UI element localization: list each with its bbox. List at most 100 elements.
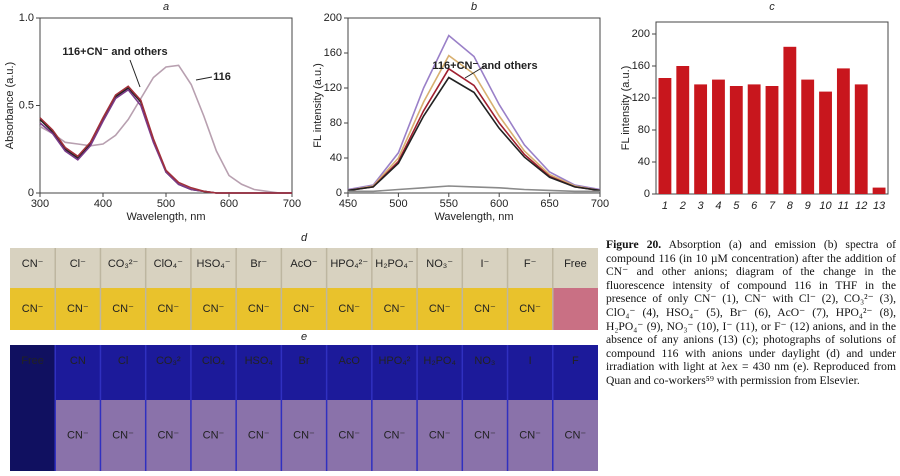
- x-axis-label: Wavelength, nm: [434, 211, 513, 223]
- vial-top-label: HPO₄²⁻: [330, 258, 368, 270]
- caption-lead: Figure 20.: [606, 238, 662, 251]
- x-tick-label: 8: [787, 200, 794, 212]
- plot-frame: [347, 17, 601, 194]
- vial-top-label: Free: [564, 258, 587, 270]
- y-tick-label: 80: [638, 124, 650, 136]
- bar: [872, 187, 886, 194]
- bar: [676, 66, 690, 194]
- bar: [747, 84, 761, 194]
- vial-top-label: ClO₄: [202, 355, 226, 367]
- vial-bottom-label: CN⁻: [474, 429, 496, 441]
- y-tick-label: 120: [324, 82, 342, 94]
- vial-top-label: CN⁻: [22, 258, 44, 270]
- y-tick-label: 40: [330, 152, 342, 164]
- y-axis-label: Absorbance (a.u.): [4, 62, 16, 149]
- vial-bottom-label: CN⁻: [248, 303, 270, 315]
- caption: Figure 20. Absorption (a) and emission (…: [606, 238, 896, 388]
- caption-text: Absorption (a) and emission (b) spectra …: [606, 238, 896, 387]
- bar: [694, 84, 708, 194]
- vial-top-label: Free: [21, 355, 44, 367]
- y-tick-label: 0: [28, 187, 34, 199]
- x-tick-label: 450: [339, 198, 357, 210]
- spectrum-line: [347, 76, 601, 192]
- x-tick-label: 10: [819, 200, 832, 212]
- vial-bottom-label: CN⁻: [384, 429, 406, 441]
- x-tick-label: 600: [490, 198, 508, 210]
- x-tick-label: 5: [733, 200, 740, 212]
- bar: [765, 86, 779, 194]
- photo-label: e: [301, 331, 307, 343]
- y-tick-label: 0: [336, 187, 342, 199]
- photo-e-free: [10, 345, 55, 471]
- y-tick-label: 200: [324, 12, 342, 24]
- y-tick-label: 40: [638, 156, 650, 168]
- vial-bottom-label: CN⁻: [248, 429, 270, 441]
- vial-bottom-label: CN⁻: [565, 429, 587, 441]
- spectrum-line: [39, 85, 292, 194]
- bar: [854, 84, 868, 194]
- x-tick-label: 9: [805, 200, 811, 212]
- vial-top-label: H₂PO₄: [423, 355, 456, 367]
- vial-bottom-label: CN⁻: [112, 429, 134, 441]
- vial-bottom-label: CN⁻: [293, 429, 315, 441]
- x-tick-label: 1: [662, 200, 668, 212]
- annotation-arrow: [129, 59, 141, 88]
- vial-top-label: HSO₄⁻: [196, 258, 230, 270]
- bar: [801, 79, 815, 194]
- spectrum-line: [347, 34, 601, 191]
- x-tick-label: 2: [679, 200, 686, 212]
- vial-bottom-label: CN⁻: [338, 429, 360, 441]
- x-tick-label: 700: [283, 198, 301, 210]
- y-tick-label: 160: [324, 47, 342, 59]
- vial-top-label: ClO₄⁻: [154, 258, 183, 270]
- annotation: 116+CN⁻ and others: [62, 46, 167, 58]
- bar: [783, 46, 797, 194]
- x-tick-label: 550: [440, 198, 458, 210]
- annotation: 116+CN⁻ and others: [432, 60, 537, 72]
- vial-top-label: Cl: [118, 355, 128, 367]
- vial-bottom-label: CN⁻: [157, 429, 179, 441]
- y-tick-label: 120: [632, 92, 650, 104]
- y-tick-label: 80: [330, 117, 342, 129]
- vial-top-label: Br⁻: [250, 258, 267, 270]
- x-tick-label: 13: [873, 200, 886, 212]
- vial-top-label: Cl⁻: [70, 258, 86, 270]
- spectrum-line: [39, 86, 292, 194]
- vial-bottom-label: CN⁻: [203, 303, 225, 315]
- bar: [819, 91, 832, 194]
- spectrum-line: [39, 64, 292, 194]
- y-tick-label: 160: [632, 60, 650, 72]
- y-axis-label: FL intensity (a.u.): [312, 63, 324, 148]
- spectrum-line: [39, 88, 292, 194]
- y-tick-label: 0: [644, 188, 650, 200]
- vial-bottom-label: CN⁻: [429, 303, 451, 315]
- annotation-arrow: [195, 76, 213, 81]
- vial-top-label: CN: [70, 355, 86, 367]
- vial-top-label: AcO: [339, 355, 361, 367]
- x-tick-label: 4: [715, 200, 721, 212]
- y-tick-label: 1.0: [19, 12, 34, 24]
- vial-bottom-label: CN⁻: [293, 303, 315, 315]
- x-tick-label: 300: [31, 198, 49, 210]
- photo-d-free-liquid: [552, 288, 598, 330]
- vial-bottom-label: CN⁻: [429, 429, 451, 441]
- vial-top-label: HPO₄²: [378, 355, 410, 367]
- x-tick-label: 700: [591, 198, 609, 210]
- vial-bottom-label: CN⁻: [203, 429, 225, 441]
- vial-bottom-label: CN⁻: [384, 303, 406, 315]
- plot-frame: [39, 17, 293, 194]
- spectrum-line: [348, 185, 600, 193]
- vial-bottom-label: CN⁻: [474, 303, 496, 315]
- panel-title: a: [163, 1, 169, 13]
- x-tick-label: 650: [540, 198, 558, 210]
- panel-title: c: [769, 1, 775, 13]
- x-axis-label: Wavelength, nm: [126, 211, 205, 223]
- vial-top-label: F⁻: [524, 258, 537, 270]
- x-tick-label: 600: [220, 198, 238, 210]
- y-tick-label: 0.5: [19, 99, 34, 111]
- x-tick-label: 7: [769, 200, 776, 212]
- vial-bottom-label: CN⁻: [338, 303, 360, 315]
- vial-bottom-label: CN⁻: [519, 429, 541, 441]
